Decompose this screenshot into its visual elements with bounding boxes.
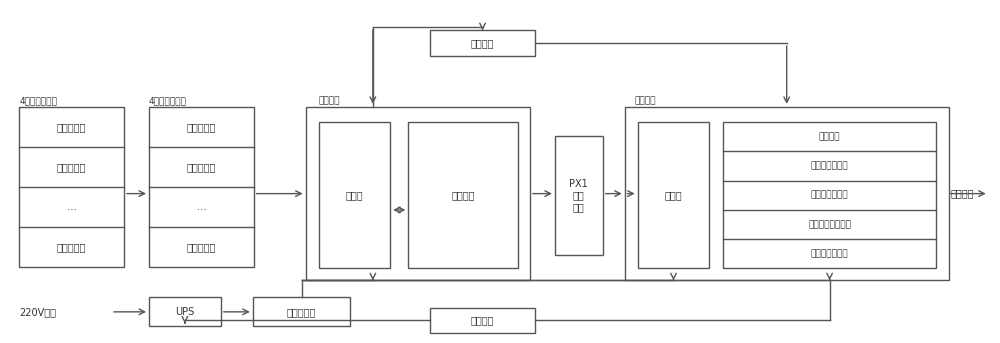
Text: 数据分析与显示: 数据分析与显示 [811, 162, 848, 170]
Text: 串口通信: 串口通信 [471, 38, 494, 48]
Text: …: … [67, 202, 77, 212]
Bar [555, 136, 603, 255]
Text: 泄漏数据库存储: 泄漏数据库存储 [811, 249, 848, 258]
Bar [306, 107, 530, 280]
Text: 声发射信号: 声发射信号 [57, 122, 86, 132]
Text: 采集系统: 采集系统 [635, 96, 656, 105]
Bar [149, 107, 254, 267]
Text: 渗漏诊断结果显示: 渗漏诊断结果显示 [808, 220, 851, 229]
Bar [625, 107, 949, 280]
Text: 数据采集: 数据采集 [819, 132, 840, 141]
Bar [638, 122, 709, 269]
Bar [253, 297, 350, 326]
Text: UPS: UPS [175, 307, 195, 317]
Text: 前置放大器: 前置放大器 [187, 162, 216, 172]
Text: PX1
总线
接口: PX1 总线 接口 [569, 179, 588, 212]
Text: …: … [196, 202, 206, 212]
Text: 故障数据库存储: 故障数据库存储 [811, 191, 848, 200]
Bar [149, 297, 221, 326]
Text: 前置放大器: 前置放大器 [187, 122, 216, 132]
Bar [430, 308, 535, 333]
Text: 声发射信号: 声发射信号 [57, 242, 86, 252]
Bar [723, 122, 936, 269]
Bar [408, 122, 518, 269]
Text: 控制器: 控制器 [665, 190, 682, 200]
Text: 前置放大器: 前置放大器 [187, 242, 216, 252]
Text: 调理系统: 调理系统 [319, 96, 340, 105]
Text: 4路声发射信号: 4路声发射信号 [19, 96, 57, 105]
Text: 报警输出: 报警输出 [951, 189, 974, 199]
Text: 控制卡: 控制卡 [346, 190, 363, 200]
Bar [319, 122, 390, 269]
Text: 220V供电: 220V供电 [19, 307, 56, 317]
Text: 调理模块: 调理模块 [451, 190, 475, 200]
Bar [19, 107, 124, 267]
Text: 串口通信: 串口通信 [471, 315, 494, 326]
Text: 电源分配盘: 电源分配盘 [287, 307, 316, 317]
Bar [430, 30, 535, 56]
Text: 4路前置放大器: 4路前置放大器 [149, 96, 187, 105]
Text: 声发射信号: 声发射信号 [57, 162, 86, 172]
